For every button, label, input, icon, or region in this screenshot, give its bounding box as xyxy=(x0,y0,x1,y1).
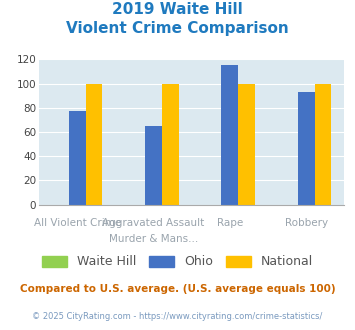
Bar xyxy=(315,83,331,205)
Legend: Waite Hill, Ohio, National: Waite Hill, Ohio, National xyxy=(37,250,318,274)
Bar xyxy=(69,112,86,205)
Text: All Violent Crime: All Violent Crime xyxy=(34,218,121,228)
Text: Compared to U.S. average. (U.S. average equals 100): Compared to U.S. average. (U.S. average … xyxy=(20,284,335,294)
Text: Rape: Rape xyxy=(217,218,243,228)
Text: Violent Crime Comparison: Violent Crime Comparison xyxy=(66,21,289,36)
Text: Murder & Mans...: Murder & Mans... xyxy=(109,234,198,244)
Bar xyxy=(162,83,179,205)
Bar xyxy=(145,126,162,205)
Text: © 2025 CityRating.com - https://www.cityrating.com/crime-statistics/: © 2025 CityRating.com - https://www.city… xyxy=(32,312,323,321)
Bar xyxy=(238,83,255,205)
Text: Robbery: Robbery xyxy=(285,218,328,228)
Bar xyxy=(86,83,102,205)
Bar xyxy=(222,65,238,205)
Bar xyxy=(298,92,315,205)
Text: Aggravated Assault: Aggravated Assault xyxy=(102,218,205,228)
Text: 2019 Waite Hill: 2019 Waite Hill xyxy=(112,2,243,16)
